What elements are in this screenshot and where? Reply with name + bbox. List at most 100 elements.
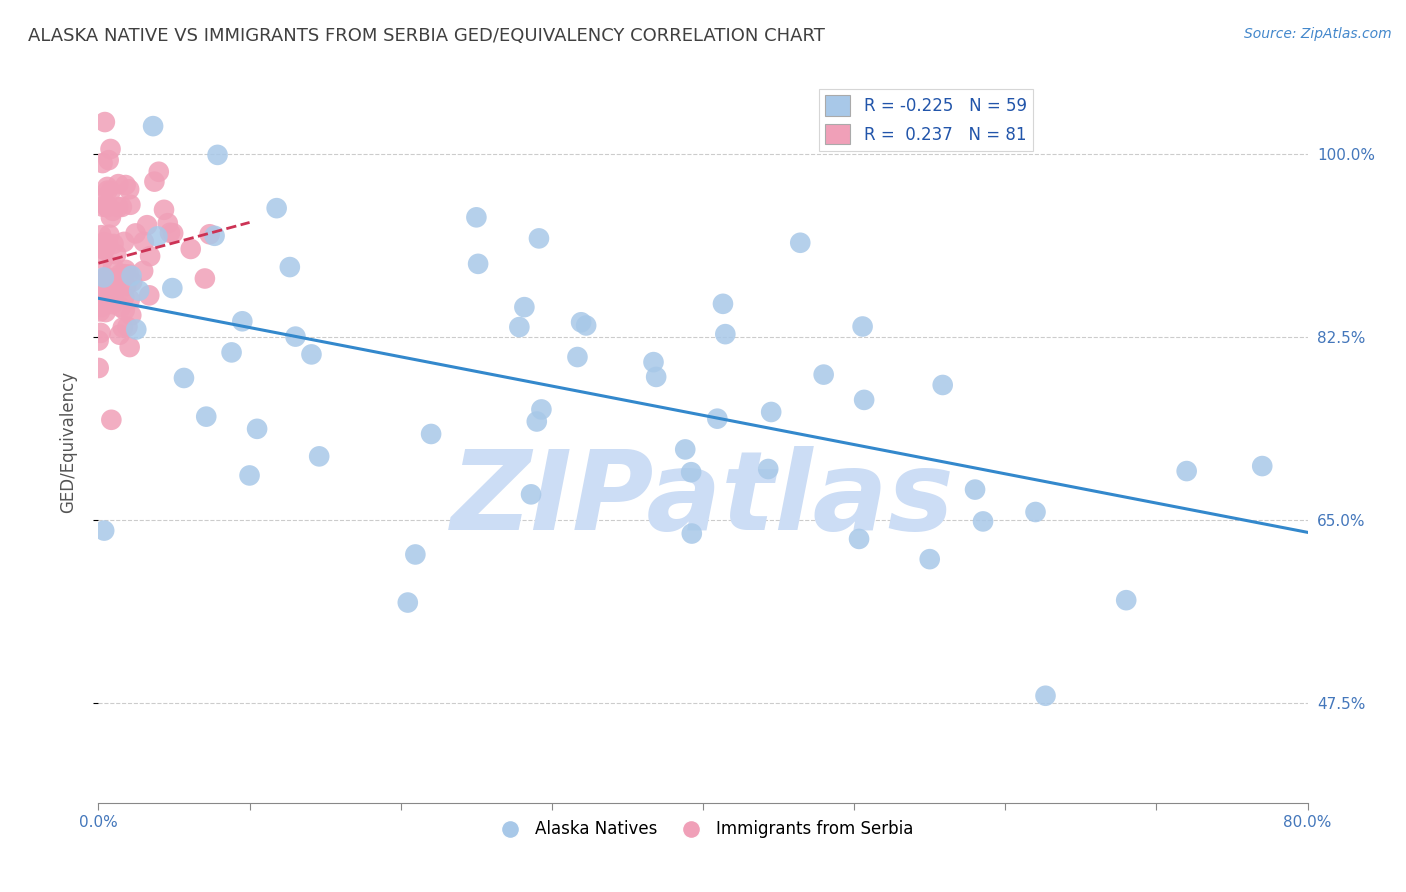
Point <box>97 153 120 168</box>
Point <box>105 282 128 296</box>
Point <box>112 235 135 249</box>
Point <box>96 270 118 285</box>
Point <box>852 319 875 334</box>
Point <box>1115 593 1137 607</box>
Point <box>526 415 548 429</box>
Point <box>93 524 115 538</box>
Point <box>643 355 665 369</box>
Point <box>94 243 117 257</box>
Point <box>118 182 141 196</box>
Point <box>153 202 176 217</box>
Point <box>91 252 114 267</box>
Point <box>673 442 696 457</box>
Point <box>87 282 110 296</box>
Point <box>714 327 737 342</box>
Point <box>87 334 110 348</box>
Point <box>93 243 115 257</box>
Point <box>142 119 165 133</box>
Point <box>91 192 114 206</box>
Point <box>404 548 426 562</box>
Point <box>180 242 202 256</box>
Point <box>93 270 115 285</box>
Point <box>108 270 131 285</box>
Point <box>98 227 121 242</box>
Point <box>567 350 589 364</box>
Point <box>706 411 728 425</box>
Point <box>111 200 134 214</box>
Point <box>107 177 129 191</box>
Point <box>132 264 155 278</box>
Point <box>1251 458 1274 473</box>
Point <box>120 198 142 212</box>
Point <box>1035 689 1057 703</box>
Point <box>138 288 160 302</box>
Text: Source: ZipAtlas.com: Source: ZipAtlas.com <box>1244 27 1392 41</box>
Point <box>100 184 122 198</box>
Point <box>115 278 138 293</box>
Point <box>301 347 323 361</box>
Point <box>94 270 117 285</box>
Point <box>97 280 120 294</box>
Point <box>194 271 217 285</box>
Point <box>681 526 703 541</box>
Point <box>162 281 184 295</box>
Point <box>136 218 159 232</box>
Point <box>1024 505 1046 519</box>
Point <box>114 303 136 318</box>
Point <box>125 322 148 336</box>
Point <box>100 142 122 156</box>
Point <box>308 450 330 464</box>
Point <box>132 235 155 249</box>
Point <box>91 156 114 170</box>
Point <box>96 184 118 198</box>
Point <box>420 427 443 442</box>
Point <box>114 263 136 277</box>
Point <box>575 318 598 333</box>
Point <box>198 227 221 242</box>
Point <box>101 260 124 274</box>
Point <box>101 297 124 311</box>
Point <box>918 552 941 566</box>
Point <box>101 203 124 218</box>
Point <box>853 392 876 407</box>
Point <box>128 284 150 298</box>
Point <box>972 515 994 529</box>
Point <box>96 199 118 213</box>
Point <box>96 200 118 214</box>
Point <box>231 314 253 328</box>
Point <box>1175 464 1198 478</box>
Point <box>159 226 181 240</box>
Point <box>204 228 226 243</box>
Point <box>759 405 782 419</box>
Point <box>98 276 121 290</box>
Point <box>156 216 179 230</box>
Point <box>789 235 811 250</box>
Point <box>105 247 128 261</box>
Point <box>93 286 115 301</box>
Text: ALASKA NATIVE VS IMMIGRANTS FROM SERBIA GED/EQUIVALENCY CORRELATION CHART: ALASKA NATIVE VS IMMIGRANTS FROM SERBIA … <box>28 27 825 45</box>
Point <box>93 284 115 298</box>
Point <box>107 200 129 214</box>
Point <box>465 211 488 225</box>
Point <box>266 201 288 215</box>
Point <box>114 178 136 192</box>
Point <box>87 361 110 376</box>
Point <box>221 345 243 359</box>
Point <box>121 268 143 283</box>
Point <box>112 267 135 281</box>
Point <box>110 300 132 314</box>
Point <box>527 231 550 245</box>
Point <box>508 320 530 334</box>
Point <box>96 280 118 294</box>
Point <box>93 271 115 285</box>
Point <box>238 468 260 483</box>
Point <box>143 175 166 189</box>
Point <box>96 293 118 307</box>
Point <box>91 200 114 214</box>
Point <box>90 300 112 314</box>
Point <box>118 268 141 282</box>
Point <box>813 368 835 382</box>
Point <box>101 289 124 303</box>
Point <box>207 148 229 162</box>
Point <box>645 370 668 384</box>
